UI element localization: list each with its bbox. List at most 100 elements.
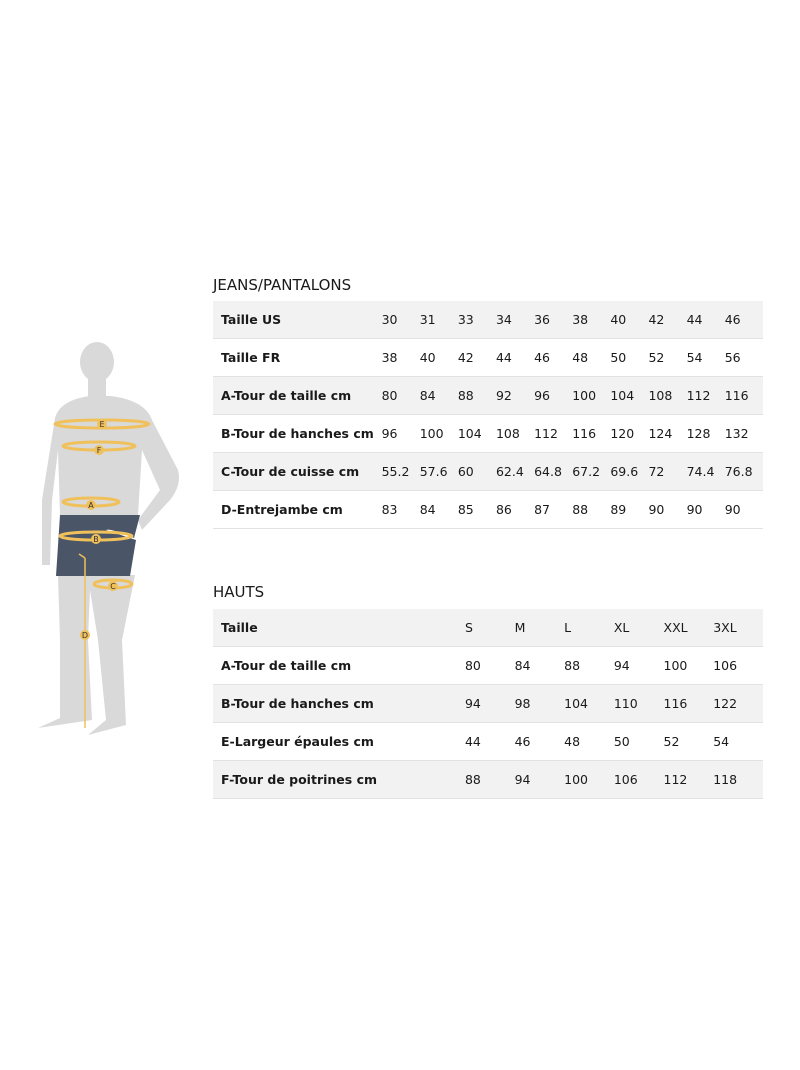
marker-a: A <box>88 501 94 510</box>
table-cell: 46 <box>724 301 763 339</box>
table-cell: 62.4 <box>495 452 535 491</box>
marker-f: F <box>97 446 102 455</box>
row-label: F-Tour de poitrines cm <box>213 760 465 799</box>
table-cell: 88 <box>457 376 496 415</box>
table-row: D-Entrejambe cm 83 84 85 86 87 88 89 90 90 90 <box>213 490 763 529</box>
table-cell: 67.2 <box>572 452 611 491</box>
table-row: Taille US 30 31 33 34 36 38 40 42 44 46 <box>213 301 763 339</box>
table-cell: 88 <box>572 490 611 529</box>
table-cell: 106 <box>713 646 763 685</box>
row-label: A-Tour de taille cm <box>213 646 465 685</box>
table-cell: 90 <box>724 490 763 529</box>
table-cell: 88 <box>564 646 614 685</box>
table-cell: 116 <box>572 414 611 453</box>
jeans-section-title: JEANS/PANTALONS <box>213 276 352 294</box>
table-cell: 112 <box>663 760 714 799</box>
table-cell: 46 <box>534 338 573 377</box>
table-cell: S <box>464 609 515 647</box>
table-cell: 104 <box>564 684 614 723</box>
table-cell: 89 <box>610 490 649 529</box>
table-cell: 54 <box>713 722 763 761</box>
table-cell: 84 <box>514 646 565 685</box>
table-cell: XXL <box>663 609 714 647</box>
table-cell: 42 <box>648 301 687 339</box>
table-row: B-Tour de hanches cm 94 98 104 110 116 122 <box>213 684 763 723</box>
table-cell: 52 <box>648 338 687 377</box>
table-cell: 122 <box>713 684 763 723</box>
table-cell: 36 <box>534 301 573 339</box>
table-cell: 74.4 <box>686 452 725 491</box>
row-label: C-Tour de cuisse cm <box>213 452 382 491</box>
table-cell: 50 <box>610 338 649 377</box>
hauts-section-title: HAUTS <box>213 583 265 601</box>
table-row: C-Tour de cuisse cm 55.2 57.6 60 62.4 64.8 67.… <box>213 452 763 491</box>
table-cell: 100 <box>419 414 458 453</box>
table-cell: 96 <box>534 376 573 415</box>
marker-d: D <box>82 631 88 640</box>
table-cell: M <box>514 609 565 647</box>
table-cell: 31 <box>419 301 458 339</box>
table-cell: 72 <box>648 452 687 491</box>
table-cell: 83 <box>381 490 420 529</box>
row-label: A-Tour de taille cm <box>213 376 382 415</box>
table-cell: 33 <box>457 301 496 339</box>
table-cell: 42 <box>457 338 496 377</box>
table-cell: 64.8 <box>534 452 573 491</box>
table-cell: 98 <box>514 684 565 723</box>
table-cell: 90 <box>648 490 687 529</box>
table-cell: 80 <box>381 376 420 415</box>
table-cell: 48 <box>572 338 611 377</box>
table-cell: 104 <box>457 414 496 453</box>
table-row: F-Tour de poitrines cm 88 94 100 106 112 118 <box>213 760 763 799</box>
body-measurement-figure: E F A B C D <box>38 342 179 735</box>
table-row: Taille S M L XL XXL 3XL <box>213 609 763 647</box>
marker-e: E <box>99 420 104 429</box>
table-cell: 40 <box>610 301 649 339</box>
table-cell: 38 <box>572 301 611 339</box>
table-cell: 96 <box>381 414 420 453</box>
table-cell: 88 <box>464 760 515 799</box>
table-cell: 94 <box>613 646 664 685</box>
row-label: Taille FR <box>213 338 382 377</box>
row-label: B-Tour de hanches cm <box>213 684 465 723</box>
table-cell: 104 <box>610 376 649 415</box>
table-cell: 85 <box>457 490 496 529</box>
table-cell: 92 <box>495 376 535 415</box>
table-cell: 76.8 <box>724 452 763 491</box>
jeans-size-table: Taille US 30 31 33 34 36 38 40 42 44 46 Taille FR 38… <box>213 301 763 529</box>
table-row: A-Tour de taille cm 80 84 88 94 100 106 <box>213 646 763 685</box>
table-cell: 84 <box>419 490 458 529</box>
table-cell: 110 <box>613 684 664 723</box>
hauts-size-table: Taille S M L XL XXL 3XL A-Tour de taille cm 80 84… <box>213 609 763 799</box>
table-cell: 30 <box>381 301 420 339</box>
table-row: A-Tour de taille cm 80 84 88 92 96 100 104 108 11… <box>213 376 763 415</box>
table-cell: 120 <box>610 414 649 453</box>
marker-b: B <box>93 535 99 544</box>
table-cell: 100 <box>663 646 714 685</box>
table-cell: 48 <box>564 722 614 761</box>
table-cell: 106 <box>613 760 664 799</box>
table-cell: 44 <box>495 338 535 377</box>
table-cell: 56 <box>724 338 763 377</box>
table-cell: 87 <box>534 490 573 529</box>
table-cell: 44 <box>464 722 515 761</box>
table-cell: 112 <box>686 376 725 415</box>
table-cell: 86 <box>495 490 535 529</box>
table-cell: 52 <box>663 722 714 761</box>
table-cell: 90 <box>686 490 725 529</box>
row-label: E-Largeur épaules cm <box>213 722 465 761</box>
table-cell: 124 <box>648 414 687 453</box>
table-cell: 112 <box>534 414 573 453</box>
body-silhouette <box>38 342 179 735</box>
table-cell: 100 <box>564 760 614 799</box>
table-cell: 69.6 <box>610 452 649 491</box>
table-cell: 57.6 <box>419 452 458 491</box>
table-cell: L <box>564 609 614 647</box>
table-cell: 108 <box>495 414 535 453</box>
table-cell: 50 <box>613 722 664 761</box>
table-row: B-Tour de hanches cm 96 100 104 108 112 116 120… <box>213 414 763 453</box>
table-cell: 128 <box>686 414 725 453</box>
table-cell: 118 <box>713 760 763 799</box>
shorts <box>56 515 140 576</box>
table-cell: 84 <box>419 376 458 415</box>
